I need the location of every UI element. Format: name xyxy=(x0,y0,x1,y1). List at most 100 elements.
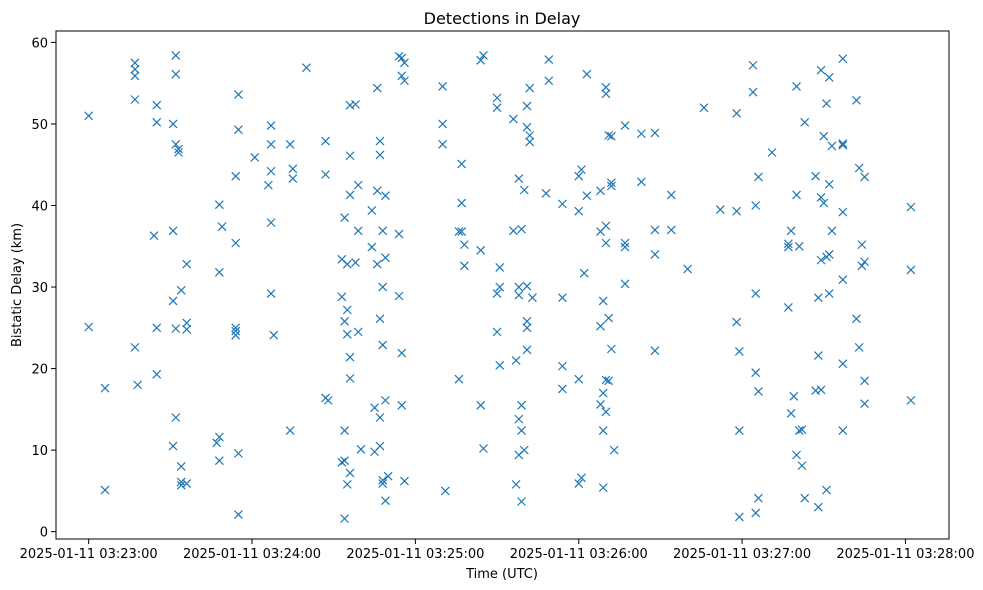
data-point xyxy=(84,111,94,121)
data-point xyxy=(838,275,848,285)
data-point xyxy=(397,71,407,81)
data-point xyxy=(152,100,162,110)
data-point xyxy=(852,95,861,105)
data-point xyxy=(577,473,586,483)
data-point xyxy=(130,342,140,352)
data-point xyxy=(367,205,377,215)
data-point xyxy=(650,128,660,138)
data-point xyxy=(620,238,630,248)
data-point xyxy=(168,296,178,306)
data-point xyxy=(604,130,614,140)
data-point xyxy=(734,426,744,435)
data-point xyxy=(302,63,311,73)
data-point xyxy=(321,170,330,179)
data-point xyxy=(266,166,276,176)
data-point xyxy=(378,282,388,292)
data-point xyxy=(511,479,521,489)
data-point xyxy=(792,190,801,200)
data-point xyxy=(231,171,241,181)
data-point xyxy=(340,316,350,326)
data-point xyxy=(133,380,143,390)
data-point xyxy=(353,226,363,236)
y-tick-label: 30 xyxy=(31,281,48,296)
data-point xyxy=(381,253,390,263)
y-axis: 0 10 20 30 40 50 60 xyxy=(31,36,56,541)
data-point xyxy=(514,282,524,292)
data-point xyxy=(906,202,916,212)
data-point xyxy=(606,344,616,354)
data-point xyxy=(598,483,608,493)
data-point xyxy=(375,136,385,146)
data-point xyxy=(174,144,183,154)
data-point xyxy=(794,426,804,435)
data-point xyxy=(508,226,518,236)
data-point xyxy=(182,259,192,269)
data-point xyxy=(544,55,554,64)
data-point xyxy=(171,139,181,149)
data-point xyxy=(342,305,352,315)
data-point xyxy=(340,426,350,435)
data-point xyxy=(168,441,178,451)
data-point xyxy=(666,190,676,200)
data-point xyxy=(857,261,867,271)
data-point xyxy=(544,76,554,86)
data-point xyxy=(100,383,110,393)
data-point xyxy=(288,164,298,174)
data-point xyxy=(381,496,390,506)
data-point xyxy=(479,51,488,60)
data-point xyxy=(353,327,363,337)
data-point xyxy=(748,87,758,97)
data-point xyxy=(171,51,181,60)
data-point xyxy=(557,384,567,394)
data-point xyxy=(824,289,834,298)
data-point xyxy=(604,313,614,323)
data-point xyxy=(574,171,584,181)
data-point xyxy=(400,76,409,86)
data-point xyxy=(557,199,567,209)
data-point xyxy=(860,172,870,182)
data-point xyxy=(857,240,867,250)
data-point xyxy=(214,456,224,466)
x-tick-label: 2025-01-11 03:25:00 xyxy=(346,547,484,562)
data-point xyxy=(838,426,848,435)
data-point xyxy=(522,316,532,326)
data-point xyxy=(250,152,260,162)
data-point xyxy=(340,456,350,466)
data-point xyxy=(492,93,502,103)
data-point xyxy=(176,285,186,295)
data-point xyxy=(233,125,243,135)
data-point xyxy=(394,229,404,239)
data-point xyxy=(819,198,829,208)
data-point xyxy=(383,471,393,481)
data-point xyxy=(342,479,352,489)
data-point xyxy=(517,426,526,435)
data-point xyxy=(345,468,355,478)
data-point xyxy=(813,293,823,303)
data-point xyxy=(440,486,450,496)
data-point xyxy=(397,53,407,63)
x-tick-label: 2025-01-11 03:28:00 xyxy=(836,547,974,562)
data-point xyxy=(609,445,619,455)
data-point xyxy=(130,58,140,68)
data-point xyxy=(525,137,535,147)
data-point xyxy=(372,186,382,196)
data-point xyxy=(375,150,385,160)
data-point xyxy=(906,395,916,405)
data-point xyxy=(130,95,140,104)
data-point xyxy=(394,51,404,61)
data-point xyxy=(266,139,276,149)
data-point xyxy=(367,242,377,252)
data-point xyxy=(176,462,186,471)
data-point xyxy=(650,346,660,356)
data-point xyxy=(860,399,870,409)
data-point xyxy=(495,282,505,292)
data-point xyxy=(438,119,448,129)
data-point xyxy=(601,221,611,231)
data-point xyxy=(838,207,848,217)
data-point xyxy=(699,103,709,113)
scatter-marks xyxy=(84,51,916,524)
data-point xyxy=(231,238,241,248)
data-point xyxy=(514,414,524,424)
data-point xyxy=(152,323,162,333)
data-point xyxy=(557,293,567,303)
